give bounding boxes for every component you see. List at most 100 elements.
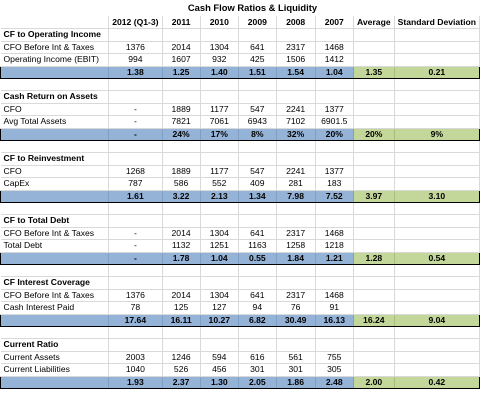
value-cell[interactable]: 526 xyxy=(162,363,201,377)
empty-cell[interactable] xyxy=(200,264,239,277)
empty-cell[interactable] xyxy=(394,140,480,153)
value-cell[interactable]: 994 xyxy=(108,53,163,67)
value-cell[interactable]: 425 xyxy=(238,53,277,67)
value-cell[interactable]: 1132 xyxy=(162,239,201,253)
value-cell[interactable]: 1268 xyxy=(108,165,163,178)
empty-cell[interactable] xyxy=(394,103,480,116)
section-heading[interactable]: CF to Operating Income xyxy=(0,28,110,42)
value-cell[interactable]: 561 xyxy=(276,351,316,364)
value-cell[interactable]: 1177 xyxy=(200,165,239,178)
empty-cell[interactable] xyxy=(200,140,239,153)
empty-cell[interactable] xyxy=(394,165,480,178)
value-cell[interactable]: 755 xyxy=(315,351,355,364)
value-cell[interactable]: 586 xyxy=(162,177,201,191)
ratio-value[interactable]: 1.30 xyxy=(200,375,239,389)
ratio-value[interactable]: 1.51 xyxy=(238,65,277,79)
empty-cell[interactable] xyxy=(238,264,277,277)
empty-cell[interactable] xyxy=(238,326,277,339)
empty-cell[interactable] xyxy=(108,90,163,104)
empty-cell[interactable] xyxy=(394,351,480,364)
value-cell[interactable]: - xyxy=(108,227,163,240)
value-cell[interactable]: 1889 xyxy=(162,165,201,178)
empty-cell[interactable] xyxy=(108,214,163,228)
header-corner-cell[interactable] xyxy=(0,16,110,29)
empty-cell[interactable] xyxy=(394,227,480,240)
value-cell[interactable]: 1304 xyxy=(200,41,239,54)
ratio-value[interactable]: 32% xyxy=(276,127,316,141)
empty-cell[interactable] xyxy=(200,28,239,42)
empty-cell[interactable] xyxy=(315,152,355,166)
empty-cell[interactable] xyxy=(394,363,480,377)
average-value[interactable]: 2.00 xyxy=(353,375,395,389)
ratio-value[interactable]: 1.04 xyxy=(200,251,239,265)
empty-cell[interactable] xyxy=(353,326,395,339)
empty-cell[interactable] xyxy=(200,326,239,339)
empty-cell[interactable] xyxy=(353,152,395,166)
empty-cell[interactable] xyxy=(315,276,355,290)
value-cell[interactable]: 1506 xyxy=(276,53,316,67)
empty-cell[interactable] xyxy=(394,53,480,67)
empty-cell[interactable] xyxy=(162,214,201,228)
value-cell[interactable]: 7102 xyxy=(276,115,316,129)
ratio-value[interactable]: 17.64 xyxy=(108,313,163,327)
empty-cell[interactable] xyxy=(353,41,395,54)
empty-cell[interactable] xyxy=(276,276,316,290)
value-cell[interactable]: 1468 xyxy=(315,41,355,54)
value-cell[interactable]: 547 xyxy=(238,103,277,116)
empty-cell[interactable] xyxy=(238,214,277,228)
value-cell[interactable]: 1889 xyxy=(162,103,201,116)
stdev-value[interactable]: 9% xyxy=(394,127,480,141)
empty-cell[interactable] xyxy=(353,202,395,215)
value-cell[interactable]: 1377 xyxy=(315,165,355,178)
ratio-value[interactable]: 20% xyxy=(315,127,355,141)
empty-cell[interactable] xyxy=(162,90,201,104)
ratio-value[interactable]: 1.61 xyxy=(108,189,163,203)
ratio-value[interactable]: 1.38 xyxy=(108,65,163,79)
empty-cell[interactable] xyxy=(315,78,355,91)
value-cell[interactable]: 2317 xyxy=(276,289,316,302)
value-cell[interactable]: 78 xyxy=(108,301,163,315)
value-cell[interactable]: 2317 xyxy=(276,227,316,240)
ratio-value[interactable]: 0.55 xyxy=(238,251,277,265)
empty-cell[interactable] xyxy=(162,152,201,166)
empty-cell[interactable] xyxy=(353,165,395,178)
empty-cell[interactable] xyxy=(276,214,316,228)
value-cell[interactable]: 641 xyxy=(238,41,277,54)
empty-cell[interactable] xyxy=(394,115,480,129)
empty-cell[interactable] xyxy=(353,140,395,153)
row-label[interactable]: CFO Before Int & Taxes xyxy=(0,41,110,54)
empty-cell[interactable] xyxy=(353,301,395,315)
empty-cell[interactable] xyxy=(394,239,480,253)
empty-cell[interactable] xyxy=(108,326,163,339)
value-cell[interactable]: - xyxy=(108,115,163,129)
empty-cell[interactable] xyxy=(238,140,277,153)
row-label[interactable]: Avg Total Assets xyxy=(0,115,110,129)
row-label[interactable]: Current Liabilities xyxy=(0,363,110,377)
value-cell[interactable]: 547 xyxy=(238,165,277,178)
value-cell[interactable]: 641 xyxy=(238,289,277,302)
ratio-value[interactable]: 1.84 xyxy=(276,251,316,265)
empty-cell[interactable] xyxy=(315,28,355,42)
value-cell[interactable]: - xyxy=(108,239,163,253)
average-value[interactable]: 1.35 xyxy=(353,65,395,79)
empty-cell[interactable] xyxy=(394,214,480,228)
row-label[interactable]: Operating Income (EBIT) xyxy=(0,53,110,67)
ratio-value[interactable]: 1.54 xyxy=(276,65,316,79)
ratio-value[interactable]: 30.49 xyxy=(276,313,316,327)
empty-cell[interactable] xyxy=(353,351,395,364)
value-cell[interactable]: 1377 xyxy=(315,103,355,116)
value-cell[interactable]: 2014 xyxy=(162,227,201,240)
empty-cell[interactable] xyxy=(276,264,316,277)
empty-cell[interactable] xyxy=(238,78,277,91)
value-cell[interactable]: 6901.5 xyxy=(315,115,355,129)
row-label[interactable]: CapEx xyxy=(0,177,110,191)
empty-cell[interactable] xyxy=(353,239,395,253)
value-cell[interactable]: 183 xyxy=(315,177,355,191)
stdev-value[interactable]: 3.10 xyxy=(394,189,480,203)
empty-cell[interactable] xyxy=(353,78,395,91)
empty-cell[interactable] xyxy=(108,152,163,166)
ratio-value[interactable]: 1.04 xyxy=(315,65,355,79)
value-cell[interactable]: 594 xyxy=(200,351,239,364)
value-cell[interactable]: 641 xyxy=(238,227,277,240)
row-label[interactable]: CFO Before Int & Taxes xyxy=(0,289,110,302)
